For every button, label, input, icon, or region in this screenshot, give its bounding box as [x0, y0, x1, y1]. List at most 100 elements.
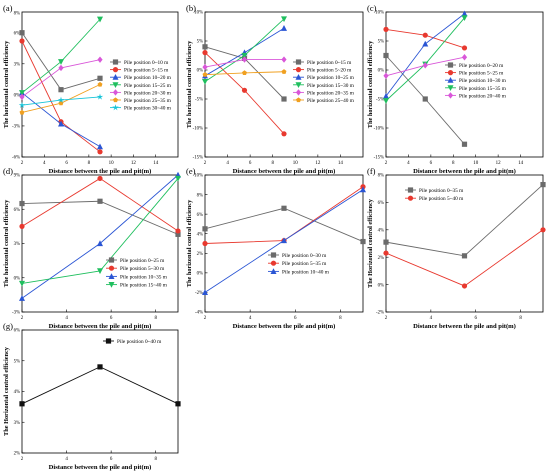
data-point — [19, 38, 25, 44]
y-tick-label: 3% — [14, 62, 20, 67]
series-1 — [19, 30, 103, 93]
legend: Pile position 0~25 m Pile position 5~30 m… — [106, 257, 168, 289]
y-axis-label: The Horizontal control efficiency — [3, 346, 10, 436]
data-point — [202, 289, 208, 296]
legend-marker — [295, 82, 302, 88]
chart-panel-d: (d) 2 4 6 8 -3% 0% 3% 6% 9% Distance between the p… — [3, 166, 181, 330]
x-tick-label: 12 — [496, 161, 502, 166]
data-point — [202, 72, 208, 77]
y-tick-label: 0% — [378, 69, 384, 74]
series-line — [385, 13, 465, 97]
x-tick-label: 4 — [65, 457, 68, 462]
data-point — [461, 45, 468, 51]
legend-entry: Pile position 20~35 m — [293, 89, 355, 96]
x-tick-label: 2 — [21, 457, 24, 462]
legend-label: Pile position 5~20 m — [307, 68, 352, 74]
legend-label: Pile position 5~30 m — [120, 266, 165, 272]
y-tick-label: -2% — [195, 291, 203, 296]
x-tick-label: 6 — [249, 161, 252, 166]
legend-entry: Pile position 25~35 m — [110, 97, 172, 104]
legend-entry: Pile position 15~40 m — [106, 282, 168, 289]
data-point — [202, 240, 208, 247]
legend: Pile position 0~40 m — [103, 338, 162, 345]
series-2 — [19, 38, 103, 155]
y-tick-label: 6% — [14, 329, 20, 334]
data-point — [202, 226, 208, 232]
panel-label: (b) — [186, 3, 196, 13]
legend-marker — [447, 77, 454, 83]
y-tick-label: -3% — [12, 311, 20, 316]
legend-entry: Pile position 5~25 m — [445, 70, 504, 77]
data-point — [461, 283, 468, 289]
data-point — [19, 401, 25, 407]
series-3 — [383, 10, 468, 99]
legend-label: Pile position 10~30 m — [459, 78, 507, 84]
legend: Pile position 0~10 m Pile position 5~15 m… — [110, 59, 172, 112]
data-point — [281, 69, 287, 74]
legend-label: Pile position 20~35 m — [307, 90, 355, 96]
data-point — [97, 75, 103, 81]
x-tick-label: 2 — [204, 316, 207, 321]
legend-label: Pile position 5~35 m — [282, 261, 327, 267]
data-point — [422, 96, 428, 102]
data-point — [202, 50, 208, 56]
y-tick-label: 4% — [378, 229, 384, 234]
legend-label: Pile position 30~40 m — [124, 106, 172, 112]
legend-label: Pile position 5~15 m — [124, 68, 169, 74]
legend-marker — [112, 82, 119, 88]
legend-label: Pile position 0~40 m — [117, 339, 162, 345]
data-point — [97, 56, 103, 63]
x-tick-label: 14 — [153, 161, 159, 166]
data-point — [461, 15, 468, 21]
data-point — [422, 40, 429, 47]
x-tick-label: 2 — [385, 161, 388, 166]
data-point — [97, 143, 103, 150]
y-tick-label: 0% — [378, 283, 384, 288]
series-3 — [19, 171, 181, 301]
legend-entry: Pile position 15~25 m — [110, 82, 172, 89]
data-point — [281, 56, 287, 63]
series-1 — [19, 364, 181, 407]
data-point — [241, 52, 248, 59]
legend-marker — [407, 187, 414, 193]
x-tick-label: 4 — [43, 161, 46, 166]
data-point — [19, 280, 25, 287]
y-axis-label: The horizontal control efficiency — [186, 199, 193, 287]
data-point — [18, 101, 26, 108]
legend-entry: Pile position 0~40 m — [103, 338, 162, 345]
legend-entry: Pile position 0~35 m — [405, 187, 464, 194]
x-tick-label: 4 — [407, 161, 410, 166]
data-point — [461, 141, 468, 147]
data-point — [281, 25, 287, 31]
legend-entry: Pile position 10~25 m — [293, 74, 355, 81]
x-tick-label: 2 — [385, 316, 388, 321]
y-tick-label: -2% — [376, 311, 384, 316]
series-6 — [202, 69, 287, 77]
y-tick-label: 0% — [14, 276, 20, 281]
series-line — [385, 184, 544, 257]
y-tick-label: 9% — [14, 174, 20, 179]
series-2 — [202, 184, 366, 247]
plot-frame — [204, 174, 364, 313]
data-point — [58, 100, 64, 106]
legend-entry: Pile position 0~20 m — [445, 62, 504, 69]
x-tick-label: 4 — [249, 316, 252, 321]
series-2 — [19, 175, 181, 234]
legend-marker — [295, 89, 302, 96]
legend-entry: Pile position 10~40 m — [268, 268, 330, 275]
legend-entry: Pile position 10~30 m — [445, 77, 507, 84]
series-5 — [202, 56, 287, 71]
y-tick-label: -3% — [12, 125, 20, 130]
x-axis-label: Distance between the pile and pit(m) — [413, 168, 516, 175]
y-axis-label: The horizontal control efficiency — [3, 199, 10, 287]
legend-marker — [296, 97, 301, 103]
y-axis-label: The horizontal control efficiency — [3, 40, 10, 128]
legend-entry: Pile position 20~40 m — [445, 92, 507, 99]
y-tick-label: -15% — [374, 156, 384, 161]
legend-marker — [270, 252, 277, 258]
data-point — [281, 237, 287, 244]
chart-panel-c: (c) 2 4 6 8 10 12 14 -15% -10% -5% 0% 5% 10% Distance … — [367, 3, 544, 175]
legend-label: Pile position 0~15 m — [307, 60, 352, 66]
y-tick-label: -5% — [376, 98, 384, 103]
data-point — [97, 81, 103, 87]
